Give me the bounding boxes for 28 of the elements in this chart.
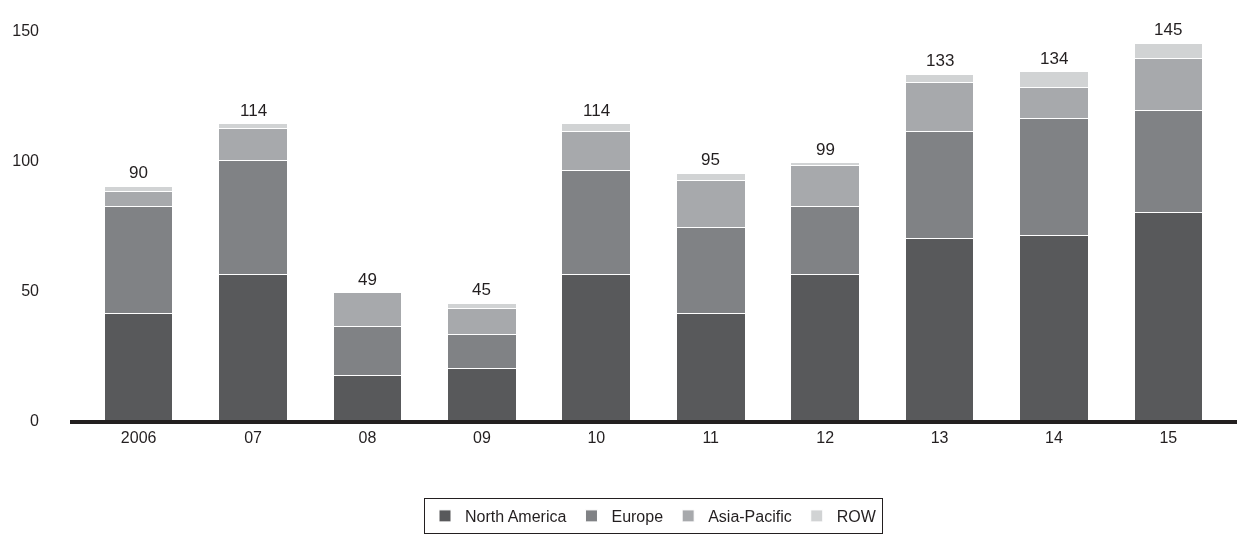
legend-label: ROW (836, 508, 877, 526)
total-label: 99 (816, 140, 835, 159)
x-tick-label: 09 (472, 429, 491, 447)
legend-label: North America (465, 508, 567, 526)
total-label: 90 (129, 163, 148, 182)
y-tick-label: 0 (30, 411, 40, 429)
total-label: 45 (472, 280, 491, 299)
y-tick-label: 100 (12, 151, 40, 169)
x-tick-label: 2006 (120, 429, 157, 447)
x-tick-label: 07 (244, 429, 263, 447)
x-tick-label: 14 (1045, 429, 1063, 447)
total-label: 134 (1040, 49, 1069, 68)
x-tick-label: 15 (1159, 429, 1178, 447)
total-label: 114 (583, 101, 611, 120)
total-label: 145 (1154, 20, 1183, 39)
x-tick-label: 08 (358, 429, 377, 447)
y-tick-label: 150 (12, 21, 40, 39)
x-tick-label: 11 (702, 429, 720, 447)
x-tick-label: 13 (930, 429, 949, 447)
x-tick-label: 10 (587, 429, 606, 447)
total-label: 114 (240, 101, 268, 120)
total-label: 95 (701, 150, 720, 169)
total-label: 133 (926, 51, 955, 70)
legend-label: Europe (611, 508, 664, 526)
x-tick-label: 12 (816, 429, 835, 447)
y-tick-label: 50 (21, 281, 40, 299)
legend-label: Asia-Pacific (708, 508, 792, 526)
total-label: 49 (358, 270, 377, 289)
